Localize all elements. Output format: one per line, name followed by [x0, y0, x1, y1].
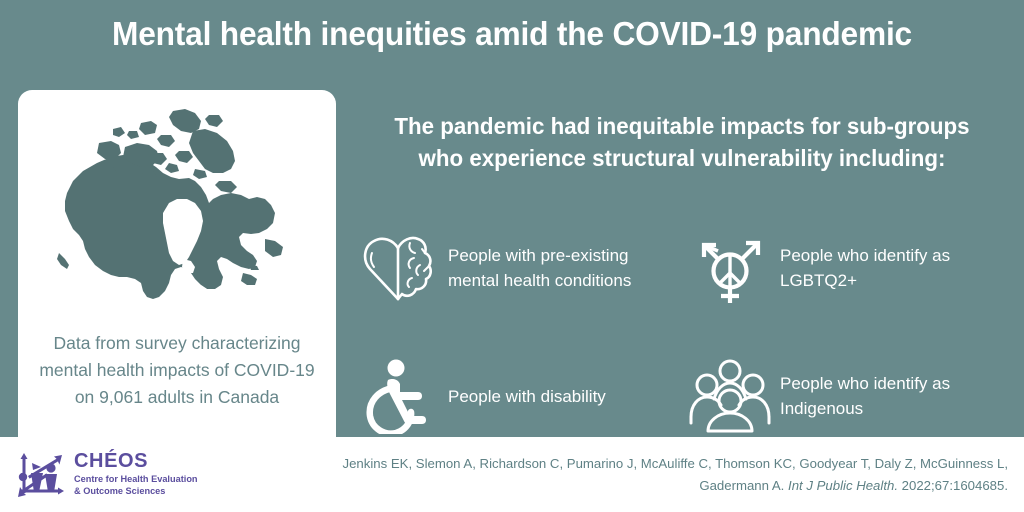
- heart-brain-icon: [352, 231, 444, 305]
- subgroup-label-line-2: LGBTQ2+: [780, 271, 858, 290]
- subgroup-disability: People with disability: [352, 332, 684, 460]
- page-title: Mental health inequities amid the COVID-…: [112, 15, 912, 52]
- lede-line-1: The pandemic had inequitable impacts for…: [394, 113, 970, 139]
- subgroup-indigenous: People who identify as Indigenous: [684, 332, 1016, 460]
- group-of-people-icon: [684, 359, 776, 433]
- subgroup-label: People with disability: [444, 384, 606, 409]
- citation: Jenkins EK, Slemon A, Richardson C, Puma…: [308, 453, 1008, 497]
- lede-text: The pandemic had inequitable impacts for…: [366, 110, 998, 174]
- footer: CHÉOS Centre for Health Evaluation & Out…: [0, 437, 1024, 512]
- subgroup-label: People who identify as LGBTQ2+: [776, 243, 950, 293]
- subgroup-label: People with pre-existing mental health c…: [444, 243, 631, 293]
- cheos-tagline-line-1: Centre for Health Evaluation: [74, 474, 198, 484]
- citation-details: 2022;67:1604685.: [901, 478, 1008, 493]
- subgroup-label-line-1: People who identify as: [780, 246, 951, 265]
- cheos-logo-text: CHÉOS Centre for Health Evaluation & Out…: [68, 451, 198, 497]
- subgroup-lgbtq2: People who identify as LGBTQ2+: [684, 204, 1016, 332]
- data-summary-card: Data from survey characterizing mental h…: [18, 90, 336, 437]
- citation-authors: Jenkins EK, Slemon A, Richardson C, Puma…: [342, 456, 1008, 493]
- subgroup-list: People with pre-existing mental health c…: [352, 204, 1016, 460]
- subgroup-label-line-2: Indigenous: [780, 399, 864, 418]
- citation-journal: Int J Public Health.: [788, 478, 898, 493]
- wheelchair-icon: [352, 358, 444, 434]
- transgender-symbol-icon: [684, 227, 776, 309]
- card-caption: Data from survey characterizing mental h…: [26, 330, 328, 411]
- canada-map-icon: [18, 98, 336, 328]
- subgroup-label: People who identify as Indigenous: [776, 371, 950, 421]
- cheos-tagline: Centre for Health Evaluation & Outcome S…: [74, 472, 198, 497]
- caption-line-2: mental health impacts of COVID-19: [39, 360, 315, 380]
- cheos-logo-mark-icon: [14, 449, 68, 499]
- cheos-tagline-line-2: & Outcome Sciences: [74, 485, 166, 496]
- subgroup-label-line-1: People with pre-existing: [448, 246, 629, 265]
- subgroup-label-line-1: People who identify as: [780, 374, 951, 393]
- subgroup-mental-health: People with pre-existing mental health c…: [352, 204, 684, 332]
- subgroup-label-line-1: People with disability: [448, 386, 606, 406]
- cheos-logo[interactable]: CHÉOS Centre for Health Evaluation & Out…: [14, 449, 198, 499]
- lede-line-2: who experience structural vulnerability …: [418, 145, 946, 171]
- caption-line-3: on 9,061 adults in Canada: [74, 387, 280, 407]
- subgroup-label-line-2: mental health conditions: [448, 271, 632, 290]
- caption-line-1: Data from survey characterizing: [53, 333, 301, 353]
- cheos-name: CHÉOS: [74, 450, 149, 472]
